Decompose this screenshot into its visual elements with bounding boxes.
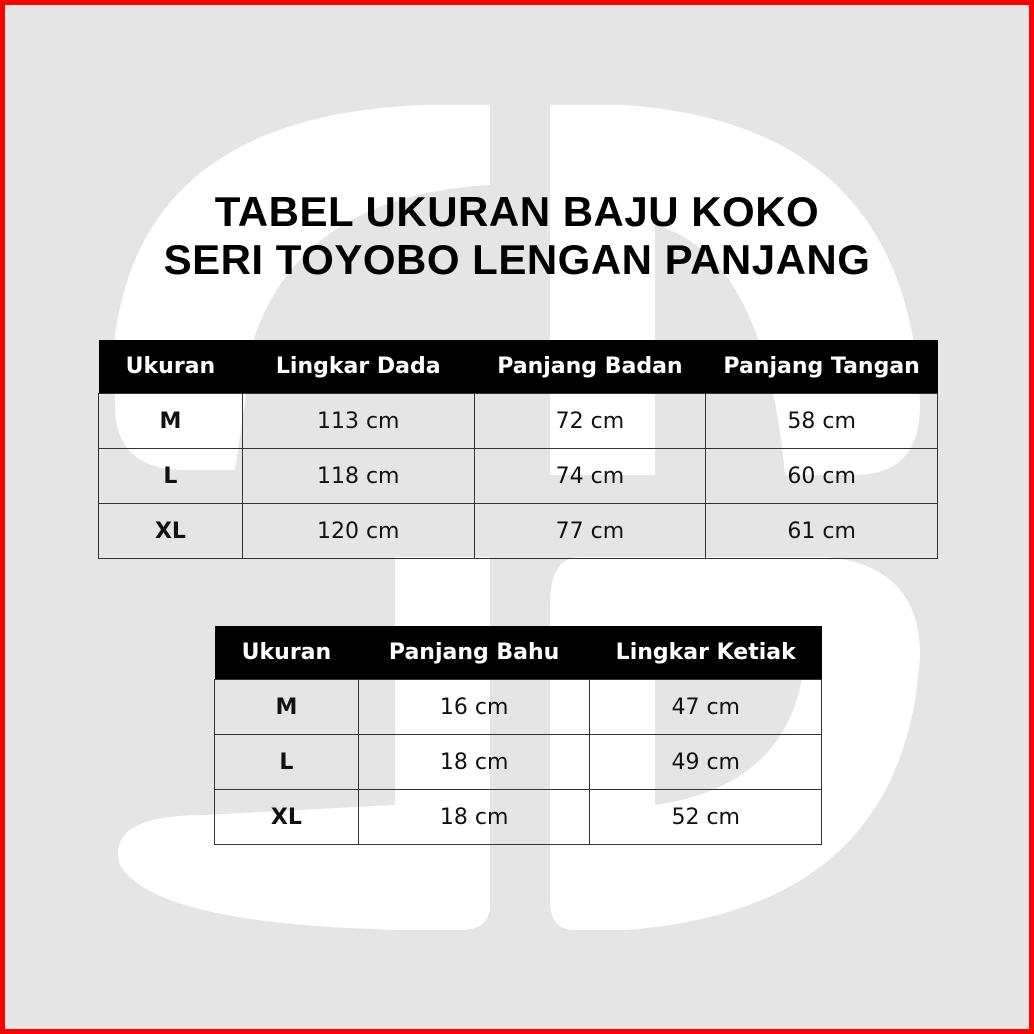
size-cell: XL (98, 503, 243, 559)
table-row: M 113 cm 72 cm 58 cm (98, 393, 938, 449)
value-cell: 49 cm (589, 734, 822, 790)
value-cell: 74 cm (473, 448, 707, 504)
size-cell: XL (214, 789, 359, 845)
size-table-main: Ukuran Lingkar Dada Panjang Badan Panjan… (98, 340, 938, 559)
value-cell: 72 cm (473, 393, 707, 449)
value-cell: 18 cm (357, 734, 591, 790)
page-title: TABEL UKURAN BAJU KOKO SERI TOYOBO LENGA… (5, 188, 1029, 284)
title-line-2: SERI TOYOBO LENGAN PANJANG (163, 236, 871, 283)
header-cell: Panjang Badan (474, 340, 706, 394)
value-cell: 52 cm (589, 789, 822, 845)
size-cell: L (98, 448, 243, 504)
header-cell: Ukuran (214, 626, 359, 680)
table-row: L 18 cm 49 cm (214, 734, 822, 790)
header-cell: Ukuran (98, 340, 243, 394)
table-row: M 16 cm 47 cm (214, 679, 822, 735)
value-cell: 113 cm (241, 393, 475, 449)
table-row: XL 18 cm 52 cm (214, 789, 822, 845)
header-cell: Panjang Bahu (358, 626, 590, 680)
title-line-1: TABEL UKURAN BAJU KOKO (214, 188, 820, 235)
size-cell: M (98, 393, 243, 449)
value-cell: 61 cm (705, 503, 938, 559)
value-cell: 18 cm (357, 789, 591, 845)
size-table-secondary: Ukuran Panjang Bahu Lingkar Ketiak M 16 … (214, 626, 822, 845)
table-header-row: Ukuran Lingkar Dada Panjang Badan Panjan… (98, 340, 938, 394)
size-chart-canvas: TABEL UKURAN BAJU KOKO SERI TOYOBO LENGA… (5, 5, 1029, 1029)
table-row: XL 120 cm 77 cm 61 cm (98, 503, 938, 559)
value-cell: 16 cm (357, 679, 591, 735)
value-cell: 58 cm (705, 393, 938, 449)
size-cell: L (214, 734, 359, 790)
value-cell: 77 cm (473, 503, 707, 559)
table-header-row: Ukuran Panjang Bahu Lingkar Ketiak (214, 626, 822, 680)
header-cell: Lingkar Dada (242, 340, 475, 394)
header-cell: Panjang Tangan (705, 340, 938, 394)
value-cell: 120 cm (241, 503, 475, 559)
header-cell: Lingkar Ketiak (589, 626, 822, 680)
value-cell: 47 cm (589, 679, 822, 735)
value-cell: 118 cm (241, 448, 475, 504)
table-row: L 118 cm 74 cm 60 cm (98, 448, 938, 504)
size-cell: M (214, 679, 359, 735)
value-cell: 60 cm (705, 448, 938, 504)
